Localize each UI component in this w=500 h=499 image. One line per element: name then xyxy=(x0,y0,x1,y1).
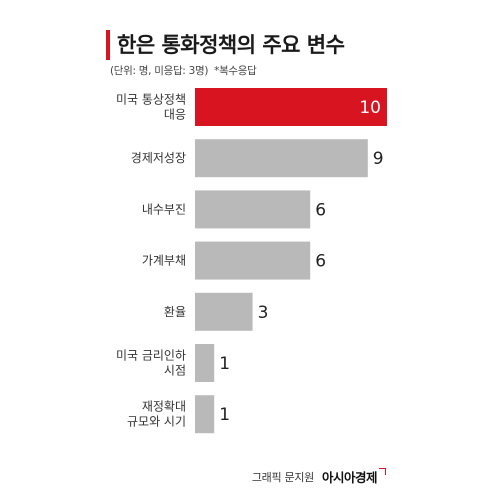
category-label-6: 재정확대 규모와 시기 xyxy=(127,400,186,429)
category-label-6-line-0: 재정확대 xyxy=(142,400,186,414)
value-label-3: 6 xyxy=(315,252,326,272)
value-label-4: 3 xyxy=(258,303,269,323)
category-label-4-line-0: 환율 xyxy=(164,305,186,319)
category-label-6-line-1: 규모와 시기 xyxy=(127,415,186,429)
value-label-5: 1 xyxy=(219,354,230,374)
category-label-3: 가계부채 xyxy=(142,254,186,268)
graphic-credit: 그래픽 문지원 xyxy=(251,470,314,484)
category-label-0: 미국 통상정책 대응 xyxy=(116,92,186,122)
multiple-response-note: *복수응답 xyxy=(214,65,257,77)
chart-subtitle: (단위: 명, 미응답: 3명) *복수응답 xyxy=(110,63,257,78)
brand-logo: 아시아경제 xyxy=(321,470,378,485)
bar-6 xyxy=(195,395,215,434)
value-label-1: 9 xyxy=(373,149,384,169)
category-label-0-line-1: 대응 xyxy=(164,108,186,122)
value-label-2: 6 xyxy=(315,200,326,220)
bar-1 xyxy=(195,139,368,178)
category-label-3-line-0: 가계부채 xyxy=(142,254,186,268)
category-label-1-line-0: 경제저성장 xyxy=(131,151,186,165)
category-label-1: 경제저성장 xyxy=(131,151,186,165)
category-label-0-line-0: 미국 통상정책 xyxy=(116,92,186,107)
bar-0 xyxy=(195,88,387,126)
value-label-0: 10 xyxy=(359,98,381,118)
category-label-5-line-1: 시점 xyxy=(164,364,186,378)
bar-3 xyxy=(195,241,311,280)
bar-2 xyxy=(195,190,311,229)
category-label-2: 내수부진 xyxy=(142,202,186,216)
chart-title: 한은 통화정책의 주요 변수 xyxy=(117,33,345,57)
footer: 그래픽 문지원 아시아경제 xyxy=(252,467,386,486)
bar-5 xyxy=(195,344,215,382)
unit-note: (단위: 명, 미응답: 3명) xyxy=(110,65,209,77)
category-label-2-line-0: 내수부진 xyxy=(142,202,186,216)
category-label-5: 미국 금리인하 시점 xyxy=(116,349,186,378)
category-label-5-line-0: 미국 금리인하 xyxy=(116,349,186,363)
category-label-4: 환율 xyxy=(164,305,186,319)
bar-4 xyxy=(195,292,253,331)
brand-mark-icon xyxy=(379,468,386,475)
value-label-6: 1 xyxy=(219,405,230,425)
title-accent-bar xyxy=(106,30,110,60)
